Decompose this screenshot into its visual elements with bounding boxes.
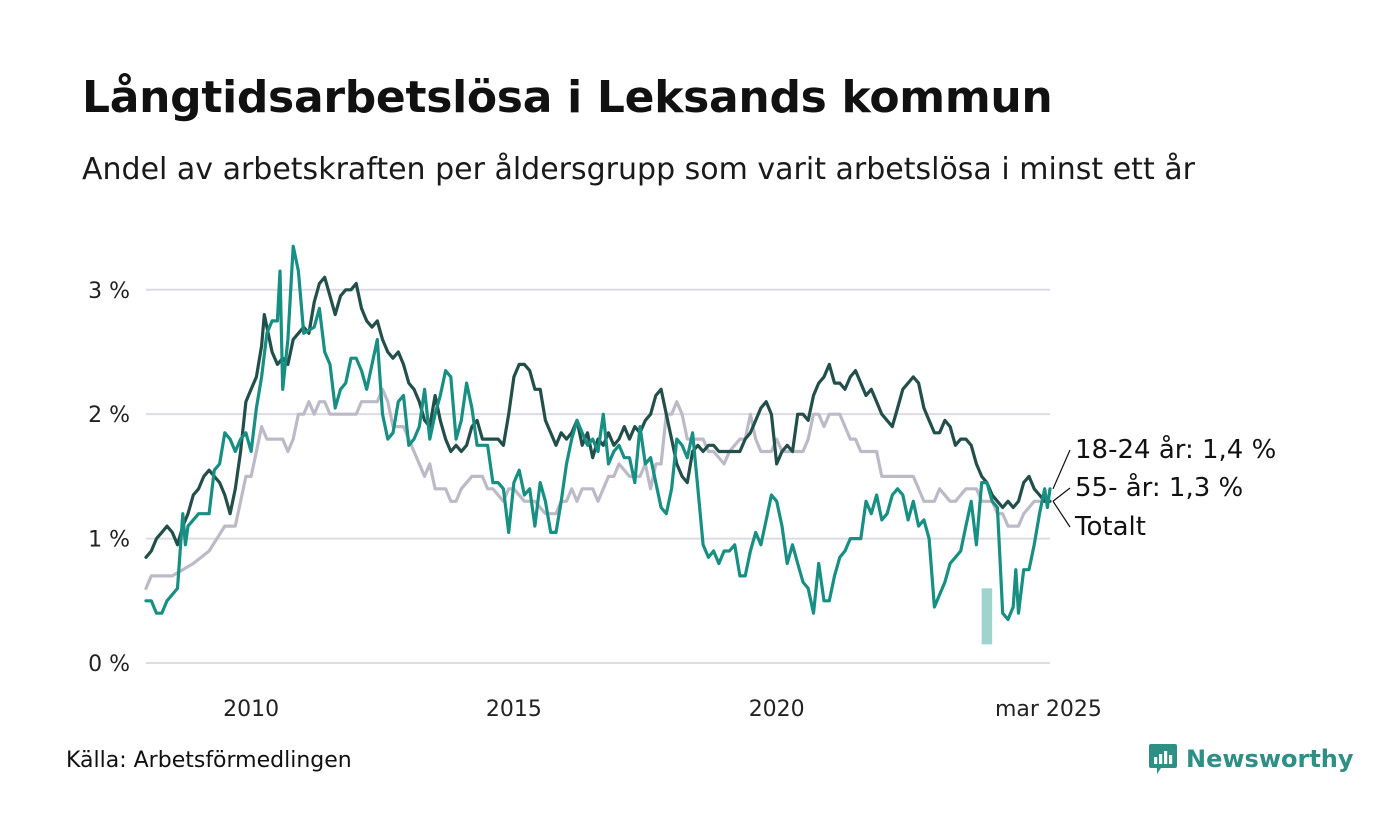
y-axis-ticks: 0 % 1 % 2 % 3 %: [88, 279, 130, 677]
y-tick-label: 1 %: [88, 528, 130, 553]
brand-name: Newsworthy: [1186, 745, 1354, 773]
series-line-18-24-r: [144, 244, 1052, 622]
brand-logo[interactable]: Newsworthy: [1148, 742, 1354, 776]
newsworthy-logo-icon: [1149, 744, 1177, 774]
chart-title: Långtidsarbetslösa i Leksands kommun: [82, 72, 1053, 123]
x-tick-label: 2015: [486, 697, 542, 722]
leader-line: [1052, 500, 1071, 528]
leader-line: [1052, 487, 1071, 502]
y-tick-label: 0 %: [88, 652, 130, 677]
chart-subtitle: Andel av arbetskraften per åldersgrupp s…: [82, 152, 1195, 187]
gridlines: [146, 288, 1050, 664]
x-tick-label: mar 2025: [995, 697, 1102, 722]
uncertainty-band: [981, 588, 993, 645]
source-note: Källa: Arbetsförmedlingen: [66, 748, 352, 773]
x-tick-label: 2020: [749, 697, 805, 722]
end-label: 18-24 år: 1,4 %: [1075, 434, 1276, 465]
y-tick-label: 2 %: [88, 403, 130, 428]
series-line-totalt: [144, 387, 1052, 590]
end-label: Totalt: [1074, 512, 1146, 542]
band-rect: [981, 588, 993, 645]
x-tick-label: 2010: [223, 697, 279, 722]
end-labels: 18-24 år: 1,4 % 55- år: 1,3 % Totalt: [1052, 434, 1276, 542]
end-label: 55- år: 1,3 %: [1075, 472, 1243, 503]
leader-line: [1052, 449, 1071, 490]
y-tick-label: 3 %: [88, 279, 130, 304]
x-axis-ticks: 2010 2015 2020 mar 2025: [223, 697, 1102, 722]
series-lines: [144, 244, 1052, 622]
